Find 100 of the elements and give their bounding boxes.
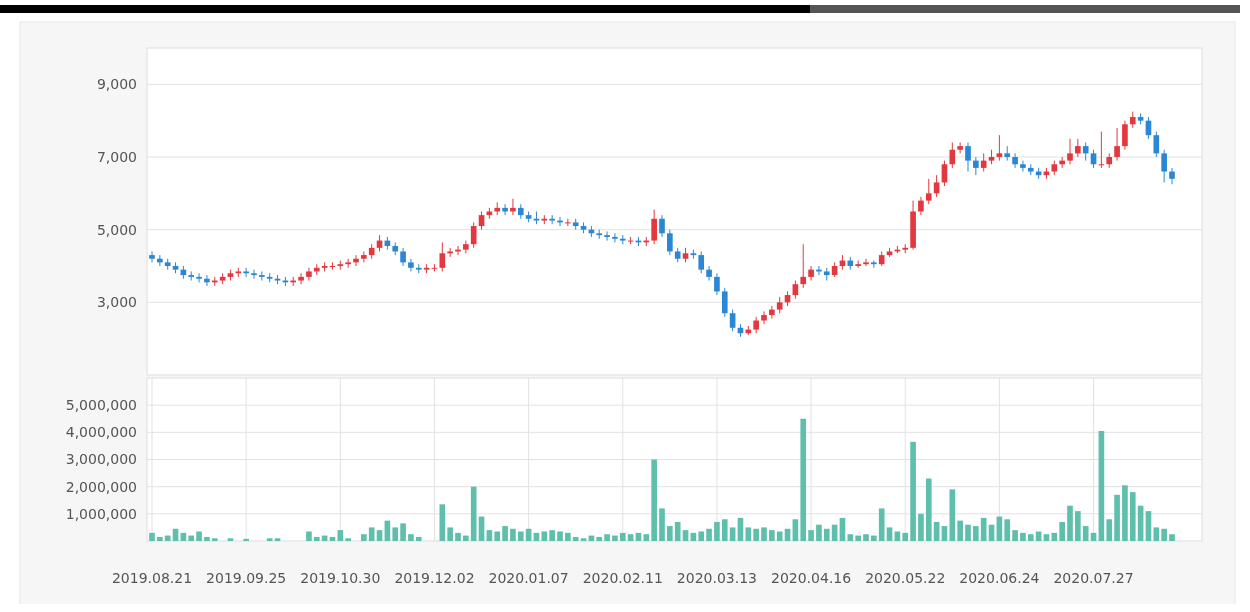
bar xyxy=(502,526,508,541)
x-tick-label: 2019.10.30 xyxy=(300,570,381,586)
bar xyxy=(204,536,210,541)
y-tick-label: 2,000,000 xyxy=(65,478,137,495)
bar xyxy=(1082,526,1089,541)
bar xyxy=(847,534,854,541)
bar xyxy=(886,527,893,541)
bar xyxy=(164,535,171,541)
bar xyxy=(1043,534,1050,541)
bar xyxy=(196,531,202,541)
bar xyxy=(651,459,657,541)
bar xyxy=(266,538,273,541)
bar xyxy=(729,527,736,541)
candlestick xyxy=(612,232,618,243)
bar xyxy=(227,538,234,541)
bar xyxy=(863,534,869,541)
bar xyxy=(1035,531,1042,541)
candlestick xyxy=(659,214,665,238)
candlestick xyxy=(1012,152,1018,169)
bar xyxy=(549,530,555,541)
x-tick-label: 2020.02.11 xyxy=(582,570,663,586)
candlestick xyxy=(149,250,155,263)
bar xyxy=(415,536,422,541)
x-tick-label: 2020.01.07 xyxy=(488,570,569,586)
candlestick xyxy=(863,258,869,267)
y-tick-label: 5,000,000 xyxy=(65,397,137,414)
bar xyxy=(157,536,163,541)
bar xyxy=(745,527,752,541)
bar xyxy=(910,441,916,541)
bar xyxy=(604,534,610,541)
bar xyxy=(721,519,728,541)
bar xyxy=(973,526,979,541)
bar xyxy=(761,527,767,541)
y-tick-label: 3,000,000 xyxy=(65,451,137,468)
bar xyxy=(612,535,618,541)
bar xyxy=(674,521,681,541)
bar xyxy=(274,538,281,541)
bar xyxy=(1012,530,1018,541)
candlestick xyxy=(808,265,814,282)
bar xyxy=(1020,532,1026,541)
bar xyxy=(627,534,634,541)
candlestick xyxy=(306,267,312,282)
bar xyxy=(682,530,689,541)
bar xyxy=(455,532,461,541)
x-tick-label: 2020.03.13 xyxy=(676,570,758,586)
bar xyxy=(855,535,861,541)
bar xyxy=(447,527,453,541)
candlestick xyxy=(408,258,414,272)
candlestick xyxy=(996,134,1003,162)
bar xyxy=(408,534,414,541)
bar xyxy=(667,526,673,541)
bar xyxy=(714,521,720,541)
candlestick xyxy=(1122,120,1128,151)
candlestick xyxy=(1075,138,1081,158)
candlestick xyxy=(1114,127,1120,162)
bar xyxy=(1106,519,1113,541)
bar xyxy=(596,536,603,541)
bar xyxy=(949,489,956,541)
bar xyxy=(376,530,383,541)
candlestick xyxy=(1161,149,1167,183)
candlestick xyxy=(439,241,446,272)
bar xyxy=(565,532,571,541)
bar xyxy=(1114,494,1120,541)
bar xyxy=(470,486,477,541)
bar xyxy=(1161,528,1167,541)
bar xyxy=(659,508,665,541)
candlestick xyxy=(721,287,728,318)
candlestick xyxy=(1169,167,1175,185)
y-tick-label: 5,000 xyxy=(96,221,137,238)
candlestick xyxy=(1082,141,1089,162)
bar xyxy=(188,535,195,541)
bar xyxy=(1153,527,1160,541)
candlestick xyxy=(918,196,924,216)
bar xyxy=(1129,492,1136,541)
bar xyxy=(463,535,469,541)
bar xyxy=(965,524,971,541)
bar xyxy=(823,528,830,541)
bar xyxy=(494,531,501,541)
x-tick-label: 2020.06.24 xyxy=(959,570,1040,586)
y-tick-label: 1,000,000 xyxy=(65,505,137,522)
x-tick-label: 2019.09.25 xyxy=(206,570,287,586)
candlestick xyxy=(761,310,767,325)
bar xyxy=(816,524,822,541)
bar xyxy=(706,528,712,541)
x-tick-label: 2019.08.21 xyxy=(111,570,193,586)
candlestick xyxy=(925,178,932,205)
bar xyxy=(643,534,650,541)
bar xyxy=(313,536,320,541)
bar xyxy=(776,531,783,541)
candlestick xyxy=(667,229,673,256)
candlestick xyxy=(510,198,516,216)
x-tick-label: 2020.05.22 xyxy=(865,570,946,586)
bar xyxy=(1051,532,1058,541)
x-tick-label: 2019.12.02 xyxy=(394,570,475,586)
bar xyxy=(517,531,524,541)
bar xyxy=(486,530,493,541)
candlestick xyxy=(973,156,979,176)
candlestick xyxy=(400,247,406,267)
candlestick xyxy=(651,209,657,245)
y-tick-label: 7,000 xyxy=(96,148,137,165)
